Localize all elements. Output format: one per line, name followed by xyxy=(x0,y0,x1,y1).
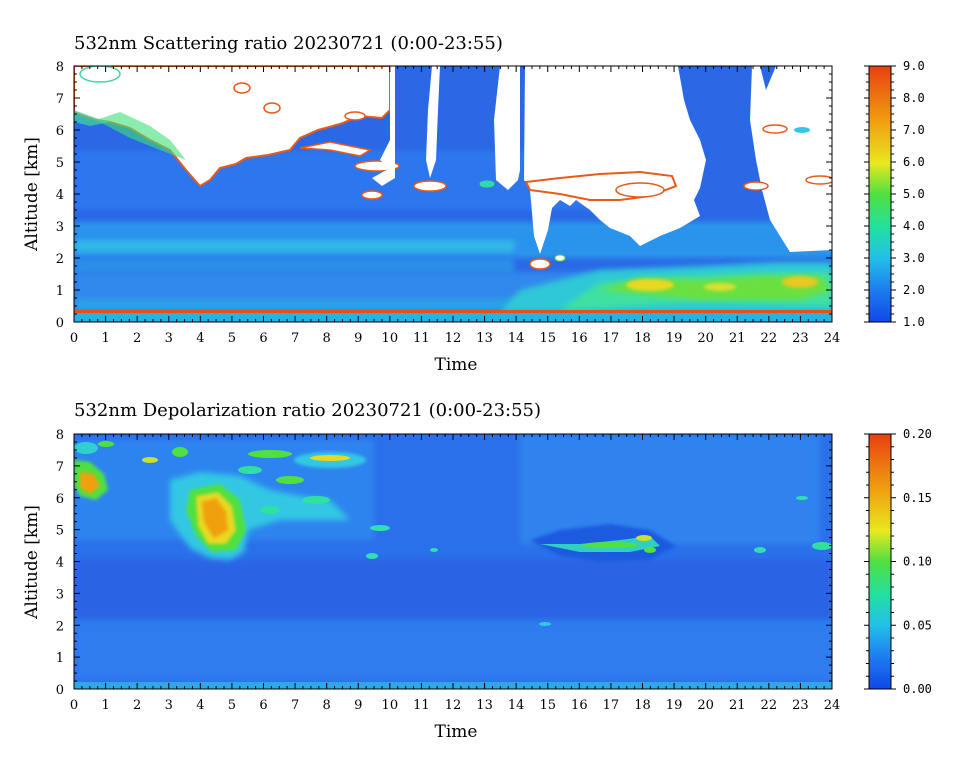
x-tick-label: 16 xyxy=(571,698,588,713)
y-tick-label: 7 xyxy=(56,92,64,107)
x-tick-label: 12 xyxy=(445,698,462,713)
x-tick-label: 20 xyxy=(697,698,714,713)
x-tick-label: 22 xyxy=(761,698,778,713)
x-tick-label: 11 xyxy=(413,331,430,346)
y-tick-label: 6 xyxy=(56,124,64,139)
colorbar-tick-label: 7.0 xyxy=(903,123,925,137)
y-tick-label: 5 xyxy=(56,524,64,539)
x-tick-label: 13 xyxy=(476,698,493,713)
x-tick-label: 18 xyxy=(634,698,651,713)
heatmap-depolarization xyxy=(74,434,832,689)
x-tick-label: 5 xyxy=(228,698,236,713)
colorbar-tick-label: 6.0 xyxy=(903,155,925,169)
x-tick-label: 0 xyxy=(70,698,78,713)
y-tick-label: 4 xyxy=(56,556,64,571)
axes-depolarization: 0 1 2 3 4 5 6 7 8 9 10 11 12 13 14 15 16 17 18 19 20 21 22 23 24… xyxy=(56,428,841,713)
x-tick-label: 6 xyxy=(259,698,267,713)
x-tick-label: 19 xyxy=(666,698,683,713)
colorbar-ticks-scattering: 1.0 2.0 3.0 4.0 5.0 6.0 7.0 8.0 9.0 xyxy=(864,59,925,329)
x-tick-label: 9 xyxy=(354,698,362,713)
x-tick-label: 22 xyxy=(761,331,778,346)
x-tick-label: 14 xyxy=(508,331,525,346)
x-tick-label: 1 xyxy=(101,331,109,346)
y-tick-label: 5 xyxy=(56,156,64,171)
x-tick-label: 17 xyxy=(603,331,620,346)
colorbar-tick-label: 0.10 xyxy=(903,555,932,569)
x-tick-label: 4 xyxy=(196,698,204,713)
y-tick-label: 8 xyxy=(56,428,64,443)
x-tick-label: 7 xyxy=(291,698,299,713)
x-tick-label: 14 xyxy=(508,698,525,713)
colorbar-tick-label: 0.20 xyxy=(903,427,932,441)
x-tick-label: 9 xyxy=(354,331,362,346)
x-tick-label: 7 xyxy=(291,331,299,346)
x-tick-label: 3 xyxy=(165,331,173,346)
x-tick-label: 24 xyxy=(824,698,841,713)
x-tick-label: 17 xyxy=(603,698,620,713)
y-tick-label: 8 xyxy=(56,60,64,75)
x-tick-label: 19 xyxy=(666,331,683,346)
x-tick-label: 2 xyxy=(133,331,141,346)
x-tick-label: 23 xyxy=(792,698,809,713)
x-tick-label: 16 xyxy=(571,331,588,346)
y-axis-label-scattering: Altitude [km] xyxy=(22,137,42,252)
y-tick-label: 2 xyxy=(56,252,64,267)
heatmap-scattering xyxy=(74,66,832,322)
colorbar-tick-label: 0.00 xyxy=(903,682,932,696)
x-tick-label: 21 xyxy=(729,331,746,346)
x-tick-label: 3 xyxy=(165,698,173,713)
x-tick-label: 23 xyxy=(792,331,809,346)
colorbar-tick-label: 5.0 xyxy=(903,187,925,201)
x-tick-label: 15 xyxy=(539,331,556,346)
colorbar-tick-label: 0.05 xyxy=(903,618,932,632)
x-tick-label: 13 xyxy=(476,331,493,346)
colorbar-tick-label: 4.0 xyxy=(903,219,925,233)
x-tick-label: 12 xyxy=(445,331,462,346)
x-tick-label: 2 xyxy=(133,698,141,713)
x-tick-label: 8 xyxy=(323,331,331,346)
colorbar-tick-label: 1.0 xyxy=(903,315,925,329)
y-tick-label: 7 xyxy=(56,460,64,475)
y-tick-label: 2 xyxy=(56,619,64,634)
colorbar-tick-label: 9.0 xyxy=(903,59,925,73)
y-tick-label: 1 xyxy=(56,284,64,299)
x-tick-label: 20 xyxy=(697,331,714,346)
y-tick-label: 4 xyxy=(56,188,64,203)
x-tick-label: 15 xyxy=(539,698,556,713)
y-tick-label: 6 xyxy=(56,492,64,507)
x-tick-label: 8 xyxy=(323,698,331,713)
colorbar-depolarization xyxy=(868,433,892,690)
x-tick-label: 21 xyxy=(729,698,746,713)
x-tick-label: 10 xyxy=(382,331,399,346)
colorbar-tick-label: 3.0 xyxy=(903,251,925,265)
y-tick-label: 1 xyxy=(56,651,64,666)
colorbar-tick-label: 8.0 xyxy=(903,91,925,105)
colorbar-tick-label: 2.0 xyxy=(903,283,925,297)
x-tick-label: 6 xyxy=(259,331,267,346)
chart-title-scattering: 532nm Scattering ratio 20230721 (0:00-23… xyxy=(74,33,503,54)
x-axis-label-scattering: Time xyxy=(435,355,478,375)
x-tick-label: 0 xyxy=(70,331,78,346)
y-tick-label: 3 xyxy=(56,220,64,235)
chart-title-depolarization: 532nm Depolarization ratio 20230721 (0:0… xyxy=(74,400,541,421)
colorbar-scattering xyxy=(868,65,892,323)
colorbar-ticks-depolarization: 0.00 0.05 0.10 0.15 0.20 xyxy=(864,427,932,696)
x-tick-label: 5 xyxy=(228,331,236,346)
x-tick-label: 4 xyxy=(196,331,204,346)
y-tick-label: 3 xyxy=(56,587,64,602)
x-tick-label: 24 xyxy=(824,331,841,346)
colorbar-tick-label: 0.15 xyxy=(903,491,932,505)
x-tick-label: 11 xyxy=(413,698,430,713)
y-axis-label-depolarization: Altitude [km] xyxy=(22,505,42,620)
axes-scattering: 0 1 2 3 4 5 6 7 8 9 10 11 12 13 14 15 16 17 18 19 20 21 22 23 24… xyxy=(56,60,841,346)
y-tick-label: 0 xyxy=(56,683,64,698)
x-axis-label-depolarization: Time xyxy=(435,722,478,742)
y-tick-label: 0 xyxy=(56,316,64,331)
x-tick-label: 10 xyxy=(382,698,399,713)
x-tick-label: 18 xyxy=(634,331,651,346)
x-tick-label: 1 xyxy=(101,698,109,713)
